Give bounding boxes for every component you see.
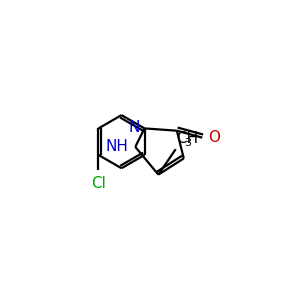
Text: 3: 3 [184,138,191,148]
Text: Cl: Cl [91,176,106,191]
Text: O: O [208,130,220,145]
Text: N: N [128,120,140,135]
Text: CH: CH [176,131,198,146]
Text: NH: NH [106,139,128,154]
